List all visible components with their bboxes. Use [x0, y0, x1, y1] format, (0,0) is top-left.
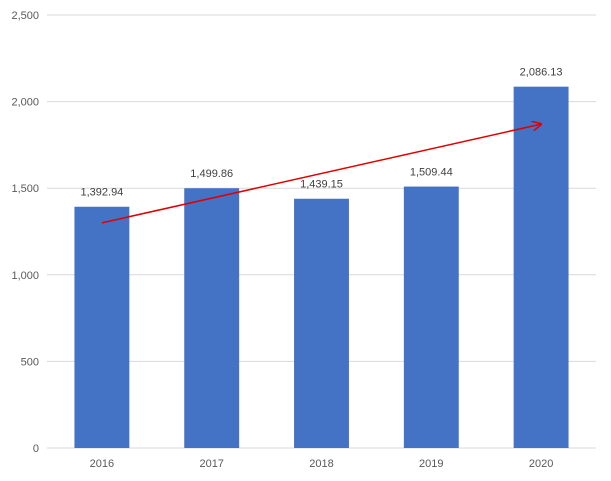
x-tick-label: 2018 [309, 458, 333, 470]
trend-arrow-layer [101, 124, 541, 224]
bar-2019 [403, 186, 459, 448]
data-label-2016: 1,392.94 [80, 187, 123, 199]
y-tick-label: 1,000 [11, 270, 39, 282]
data-labels: 1,392.94 1,499.86 1,439.15 1,509.44 2,086.13 [80, 67, 562, 199]
y-tick-label: 2,000 [11, 97, 39, 109]
x-tick-label: 2017 [199, 458, 223, 470]
bar-2016 [74, 206, 130, 448]
bars [74, 86, 569, 448]
data-label-2018: 1,439.15 [300, 179, 343, 191]
bar-2018 [294, 198, 349, 448]
bar-2020 [513, 86, 569, 448]
data-label-2017: 1,499.86 [190, 168, 233, 180]
x-axis: 2016 2017 2018 2019 2020 [90, 458, 554, 470]
y-tick-label: 500 [21, 356, 39, 368]
x-tick-label: 2019 [419, 458, 443, 470]
y-tick-label: 1,500 [11, 183, 39, 195]
y-axis: 0 500 1,000 1,500 2,000 2,500 [11, 10, 39, 455]
x-tick-label: 2016 [90, 458, 114, 470]
y-tick-label: 0 [33, 443, 39, 455]
bar-2017 [184, 188, 240, 448]
data-label-2020: 2,086.13 [520, 67, 563, 79]
trend-arrow [101, 124, 541, 224]
y-tick-label: 2,500 [11, 10, 39, 22]
x-tick-label: 2020 [529, 458, 553, 470]
data-label-2019: 1,509.44 [410, 167, 453, 179]
